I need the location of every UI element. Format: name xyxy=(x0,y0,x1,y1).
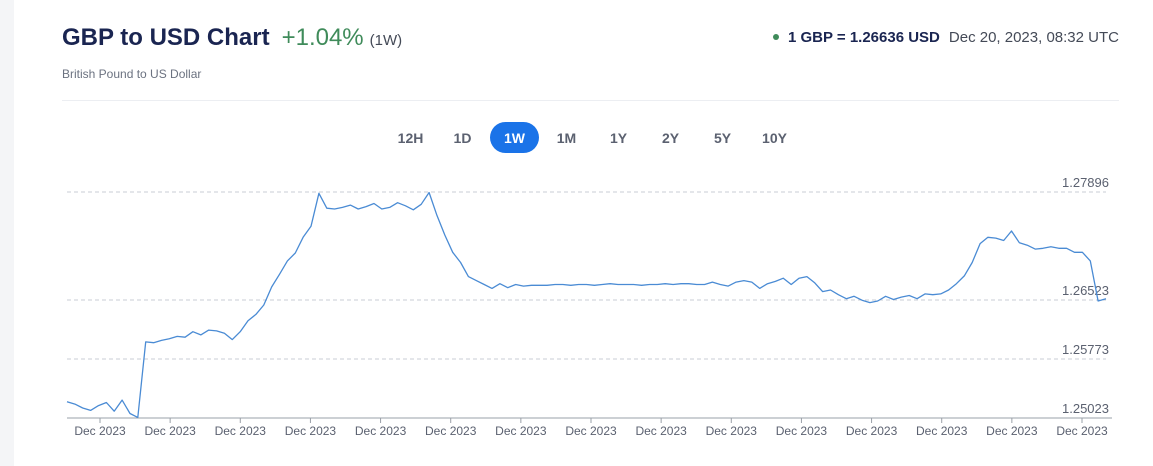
x-tick-label: Dec 2023 xyxy=(1056,424,1108,438)
tab-5y[interactable]: 5Y xyxy=(698,122,747,153)
x-tick-label: Dec 2023 xyxy=(846,424,898,438)
period-tabs: 12H 1D 1W 1M 1Y 2Y 5Y 10Y xyxy=(386,122,799,153)
x-tick-label: Dec 2023 xyxy=(215,424,267,438)
tab-1w[interactable]: 1W xyxy=(490,122,539,153)
tab-1m[interactable]: 1M xyxy=(542,122,591,153)
rate-timestamp: Dec 20, 2023, 08:32 UTC xyxy=(948,29,1119,46)
x-tick-label: Dec 2023 xyxy=(425,424,477,438)
x-tick-label: Dec 2023 xyxy=(144,424,196,438)
change-period: (1W) xyxy=(369,32,403,49)
header-divider xyxy=(62,100,1119,101)
chart-card: GBP to USD Chart +1.04% (1W) British Pou… xyxy=(14,0,1153,466)
tab-1d[interactable]: 1D xyxy=(438,122,487,153)
page-title: GBP to USD Chart xyxy=(62,24,270,51)
x-tick-label: Dec 2023 xyxy=(285,424,337,438)
x-tick-label: Dec 2023 xyxy=(565,424,617,438)
header-title-row: GBP to USD Chart +1.04% (1W) xyxy=(62,24,402,52)
page-subtitle: British Pound to US Dollar xyxy=(62,67,202,81)
x-tick-label: Dec 2023 xyxy=(74,424,126,438)
tab-12h[interactable]: 12H xyxy=(386,122,435,153)
tab-1y[interactable]: 1Y xyxy=(594,122,643,153)
tab-10y[interactable]: 10Y xyxy=(750,122,799,153)
current-rate: 1 GBP = 1.26636 USD xyxy=(787,29,940,46)
change-percent: +1.04% xyxy=(281,24,364,51)
y-tick-label: 1.26523 xyxy=(1062,283,1109,298)
series-line-0 xyxy=(66,191,1107,419)
live-dot-icon xyxy=(772,34,779,40)
x-tick-label: Dec 2023 xyxy=(355,424,407,438)
x-tick-label: Dec 2023 xyxy=(495,424,547,438)
x-tick-label: Dec 2023 xyxy=(635,424,687,438)
x-tick-label: Dec 2023 xyxy=(776,424,828,438)
y-tick-label: 1.27896 xyxy=(1062,175,1109,190)
x-tick-label: Dec 2023 xyxy=(916,424,968,438)
y-tick-label: 1.25773 xyxy=(1062,342,1109,357)
tab-2y[interactable]: 2Y xyxy=(646,122,695,153)
x-tick-label: Dec 2023 xyxy=(706,424,758,438)
x-tick-label: Dec 2023 xyxy=(986,424,1038,438)
y-tick-label: 1.25023 xyxy=(1062,401,1109,416)
rate-info: 1 GBP = 1.26636 USD Dec 20, 2023, 08:32 … xyxy=(772,29,1119,46)
